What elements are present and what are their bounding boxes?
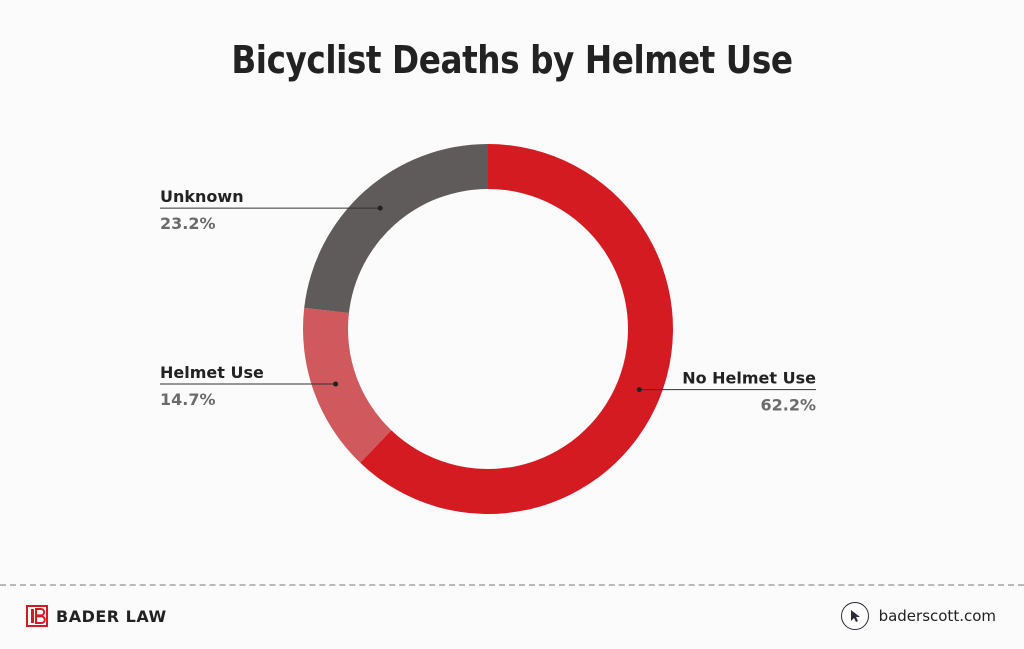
slice-label: Unknown xyxy=(160,187,244,206)
slice-value-label: 23.2% xyxy=(160,214,216,233)
slice-label: No Helmet Use xyxy=(682,369,816,388)
bader-law-logo-icon xyxy=(26,605,48,627)
slice-label: Helmet Use xyxy=(160,363,264,382)
slice-value-label: 14.7% xyxy=(160,390,216,409)
donut-slice-helmet-use xyxy=(303,307,392,463)
donut-slice-no-helmet-use xyxy=(360,144,673,514)
donut-slice-unknown xyxy=(304,144,488,313)
callout-dot xyxy=(636,387,642,393)
chart-title: Bicyclist Deaths by Helmet Use xyxy=(231,38,793,82)
donut-chart: No Helmet Use 62.2% Helmet Use 14.7% Unknown… xyxy=(160,144,816,514)
footer-divider xyxy=(0,584,1024,586)
website-link[interactable]: baderscott.com xyxy=(878,607,996,625)
callout-dot xyxy=(377,205,383,211)
footer-website[interactable]: baderscott.com xyxy=(840,600,996,632)
brand-name: BADER LAW xyxy=(56,606,167,626)
cursor-arrow-icon xyxy=(840,602,869,630)
callout-dot xyxy=(333,381,339,387)
slice-value-label: 62.2% xyxy=(760,396,816,415)
footer-brand: BADER LAW xyxy=(26,604,167,628)
